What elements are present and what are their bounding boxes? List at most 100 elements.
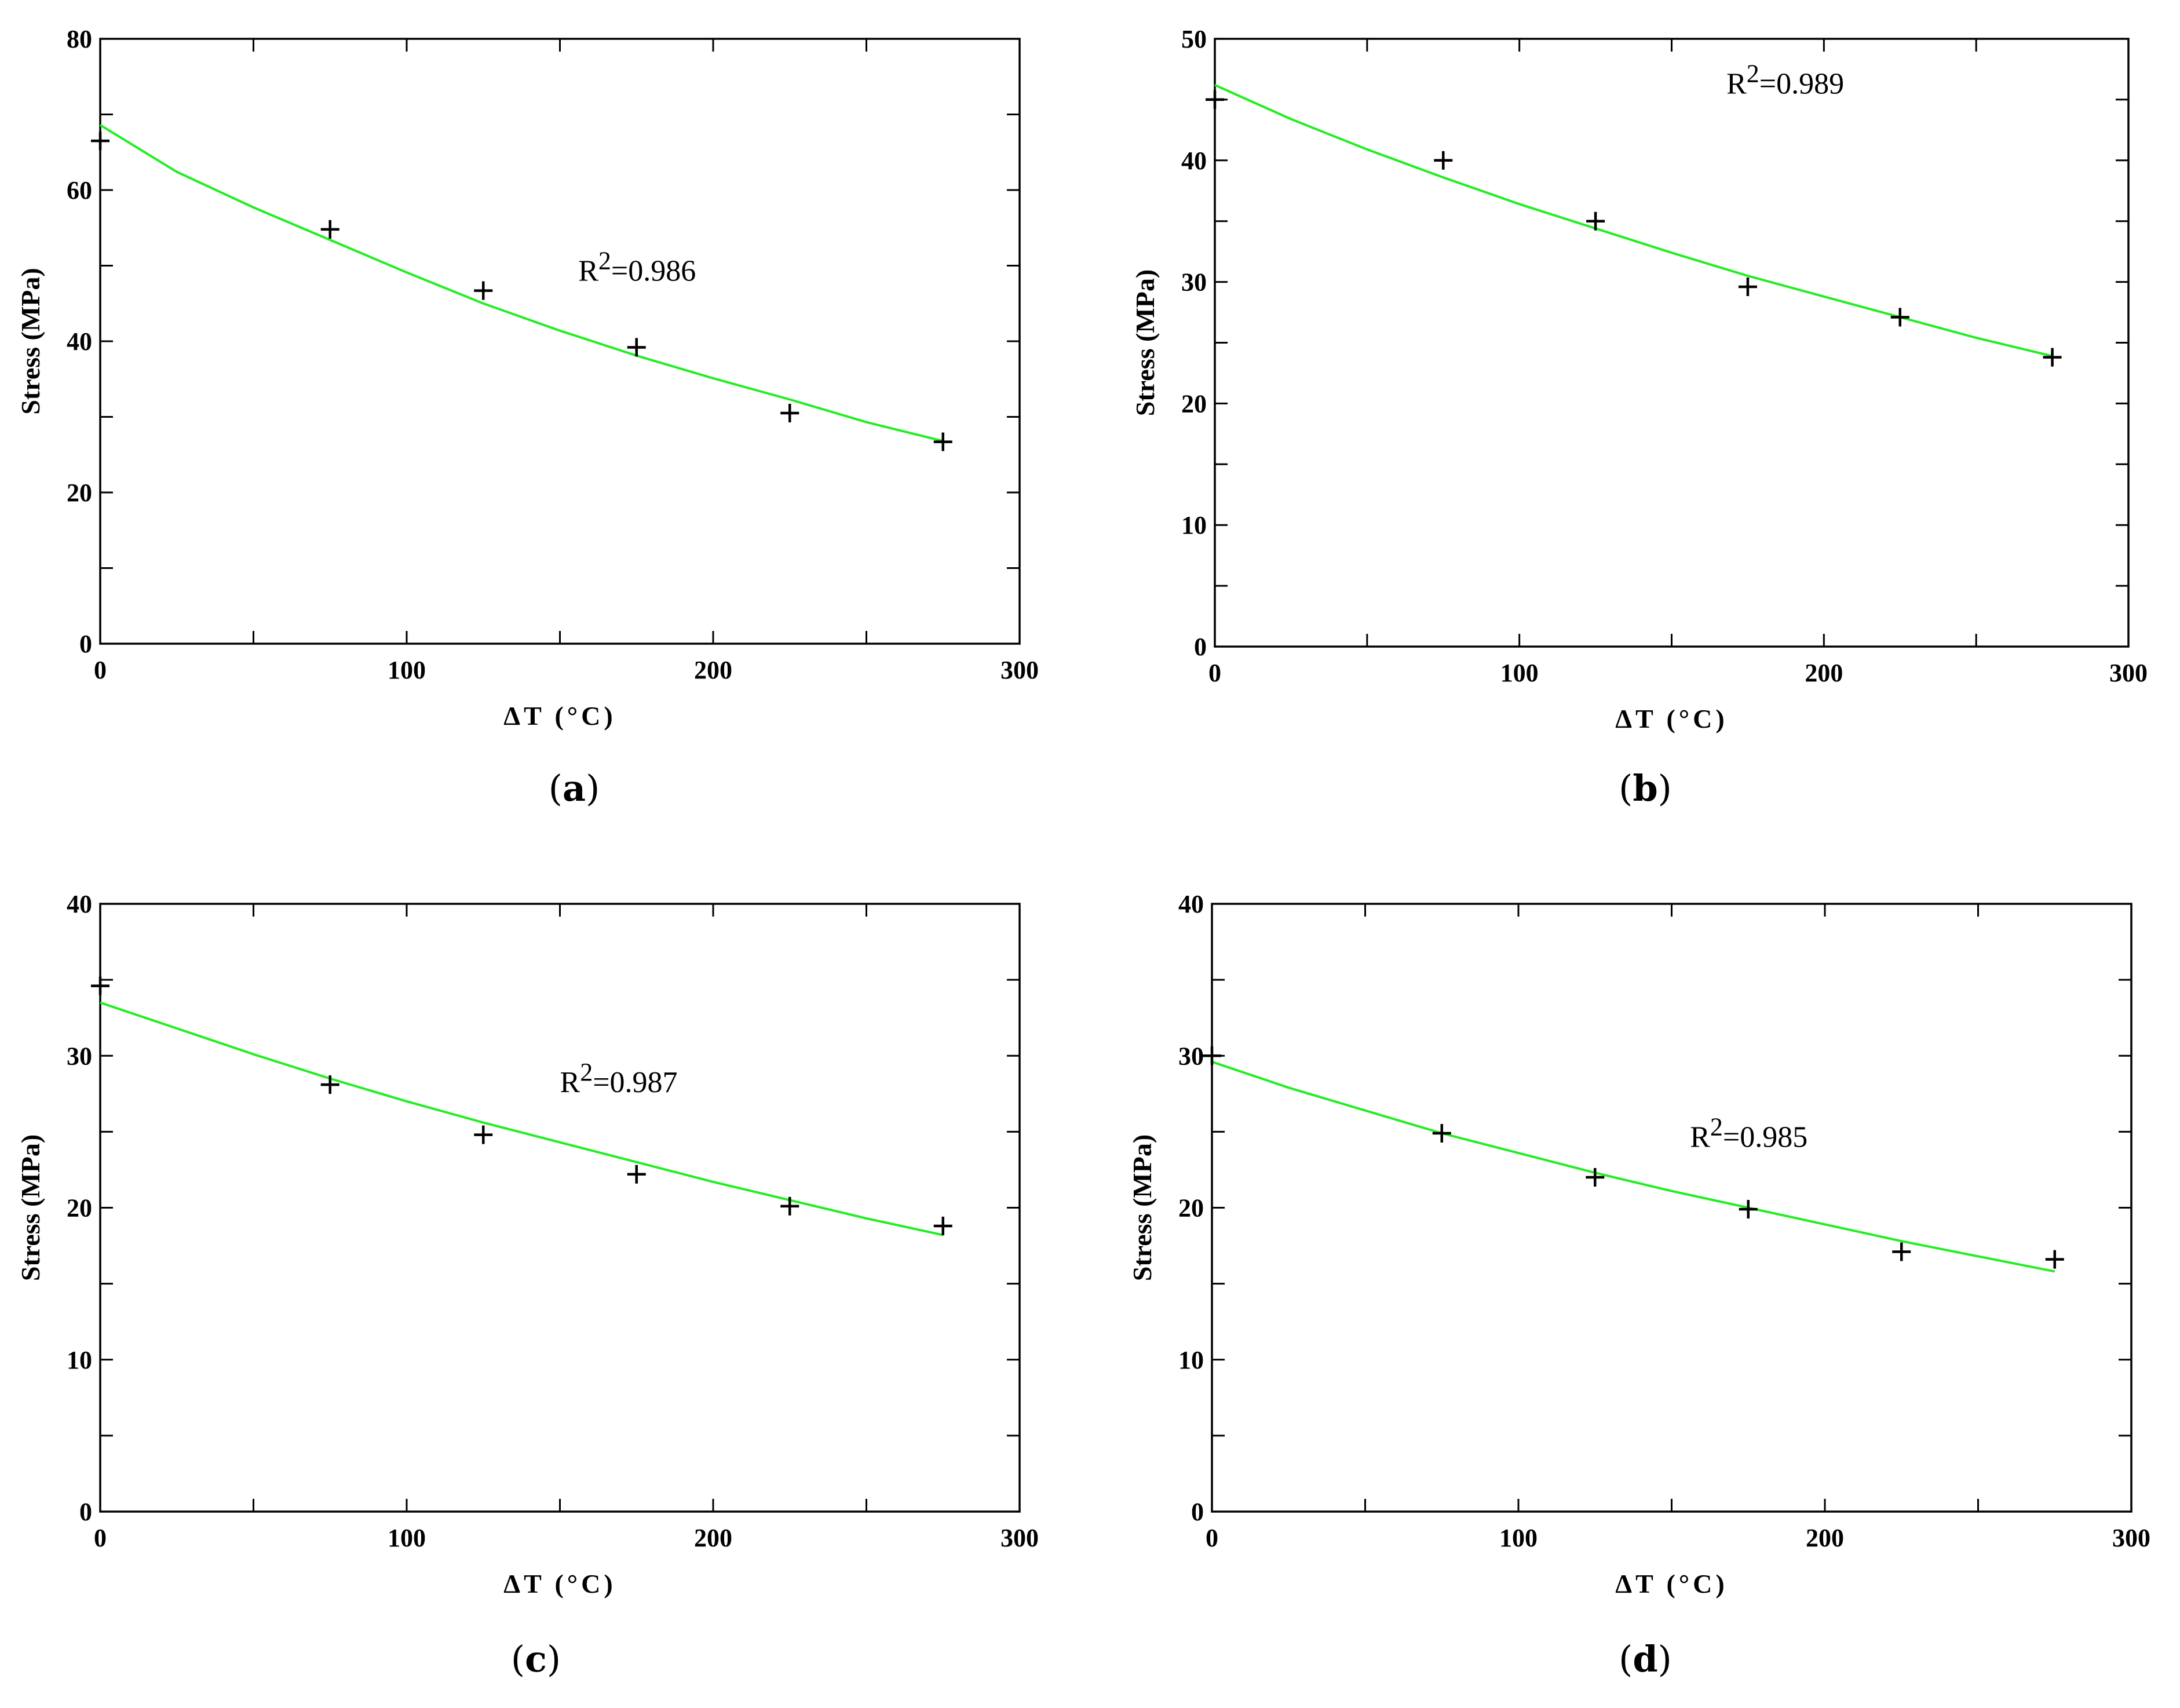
- y-tick-label: 20: [67, 1194, 92, 1222]
- r-squared-superscript: 2: [1710, 1113, 1723, 1141]
- r-squared-value: =0.989: [1759, 67, 1844, 100]
- fit-curve: [99, 124, 944, 443]
- x-axis-title: ΔT (°C): [1615, 704, 1728, 733]
- data-point: [1890, 308, 1909, 327]
- data-point: [2043, 348, 2062, 367]
- x-tick-label: 300: [1000, 1524, 1039, 1552]
- y-tick-label: 20: [67, 479, 92, 507]
- y-tick-label: 10: [1181, 511, 1207, 539]
- r-squared-prefix: R: [1726, 67, 1747, 100]
- panel-caption: (a): [549, 767, 600, 809]
- data-point: [474, 1125, 493, 1144]
- y-tick-label: 20: [1178, 1194, 1204, 1222]
- x-tick-label: 300: [1000, 656, 1039, 684]
- y-tick-label: 0: [1194, 633, 1207, 661]
- panel-caption-letter: c: [525, 1638, 547, 1680]
- y-tick-label: 30: [1181, 268, 1207, 297]
- fit-curve: [1214, 83, 2053, 357]
- y-tick-label: 40: [67, 890, 92, 918]
- data-point: [780, 403, 799, 422]
- data-point: [1739, 1200, 1758, 1219]
- x-tick-label: 100: [1499, 1524, 1538, 1552]
- plot-frame: [1211, 903, 2132, 1513]
- plot-frame: [99, 903, 1021, 1513]
- panel-caption-letter: a: [563, 767, 586, 809]
- data-point: [91, 132, 109, 151]
- data-point: [2045, 1250, 2064, 1269]
- chart-panel-d: 0 100 200 300 0 10 20 30 40 ΔT (°C) Stress (MPa) R2…: [1127, 890, 2150, 1680]
- y-axis-title: Stress (MPa): [16, 1134, 45, 1281]
- x-tick-label: 0: [94, 656, 107, 684]
- r-squared-superscript: 2: [1747, 59, 1759, 87]
- x-tick-label: 300: [2109, 659, 2148, 687]
- x-tick-label: 200: [1805, 659, 1843, 687]
- panel-caption: (c): [511, 1638, 561, 1680]
- r-squared-superscript: 2: [580, 1058, 593, 1086]
- data-point: [933, 1216, 952, 1235]
- y-tick-label: 0: [79, 630, 92, 658]
- data-point: [1892, 1242, 1911, 1261]
- x-tick-label: 200: [694, 656, 732, 684]
- x-tick-label: 100: [1500, 659, 1539, 687]
- y-tick-label: 30: [1178, 1042, 1204, 1070]
- r-squared-superscript: 2: [598, 247, 611, 275]
- r-squared-prefix: R: [1690, 1121, 1710, 1154]
- r-squared-annotation: R2=0.989: [1726, 59, 1844, 100]
- data-point: [1206, 90, 1224, 109]
- r-squared-annotation: R2=0.985: [1690, 1113, 1807, 1154]
- data-point: [474, 281, 493, 300]
- data-point: [1203, 1046, 1221, 1065]
- x-axis-title: ΔT (°C): [503, 1569, 616, 1598]
- y-axis-title: Stress (MPa): [1130, 269, 1160, 416]
- r-squared-value: =0.987: [593, 1066, 677, 1099]
- panel-caption-letter: b: [1633, 767, 1657, 809]
- data-point: [1738, 277, 1757, 296]
- data-point: [91, 976, 109, 995]
- x-tick-label: 0: [94, 1524, 107, 1552]
- plot-frame: [99, 38, 1021, 645]
- y-tick-label: 60: [67, 176, 92, 205]
- x-tick-label: 200: [1806, 1524, 1844, 1552]
- r-squared-prefix: R: [560, 1066, 580, 1099]
- r-squared-annotation: R2=0.987: [560, 1058, 678, 1099]
- panel-caption-letter: d: [1633, 1638, 1657, 1680]
- y-tick-label: 50: [1181, 25, 1207, 53]
- y-axis-title: Stress (MPa): [1127, 1134, 1157, 1281]
- y-axis-title: Stress (MPa): [16, 268, 45, 414]
- fit-curve: [100, 1001, 944, 1236]
- y-tick-label: 30: [67, 1042, 92, 1070]
- data-point: [1434, 151, 1453, 170]
- fit-curve: [1211, 1060, 2055, 1273]
- y-tick-label: 10: [67, 1346, 92, 1374]
- panel-caption: (d): [1619, 1638, 1672, 1680]
- r-squared-value: =0.986: [611, 255, 696, 288]
- y-tick-label: 20: [1181, 389, 1207, 418]
- y-tick-label: 40: [1181, 147, 1207, 175]
- data-point: [627, 338, 646, 357]
- x-tick-label: 0: [1206, 1524, 1218, 1552]
- r-squared-prefix: R: [578, 255, 598, 288]
- y-tick-label: 10: [1178, 1346, 1204, 1374]
- data-point: [1586, 211, 1605, 231]
- x-axis-title: ΔT (°C): [1615, 1569, 1728, 1598]
- x-tick-label: 200: [694, 1524, 732, 1552]
- x-tick-label: 100: [388, 1524, 426, 1552]
- data-point: [1586, 1168, 1605, 1187]
- data-point: [933, 432, 952, 451]
- y-tick-label: 0: [1191, 1498, 1204, 1526]
- y-tick-label: 40: [67, 327, 92, 356]
- x-axis-title: ΔT (°C): [503, 701, 616, 731]
- data-point: [1432, 1123, 1451, 1143]
- r-squared-annotation: R2=0.986: [578, 247, 696, 288]
- y-tick-label: 80: [67, 25, 92, 53]
- data-point: [320, 1075, 339, 1094]
- panel-caption: (b): [1619, 767, 1672, 809]
- r-squared-value: =0.985: [1723, 1121, 1807, 1154]
- x-tick-label: 300: [2112, 1524, 2150, 1552]
- plot-frame: [1214, 38, 2130, 648]
- chart-panel-c: 0 100 200 300 0 10 20 30 40 ΔT (°C) Stress (MPa) R2…: [16, 890, 1039, 1680]
- x-tick-label: 0: [1208, 659, 1221, 687]
- data-point: [627, 1165, 646, 1184]
- y-tick-label: 0: [79, 1498, 92, 1526]
